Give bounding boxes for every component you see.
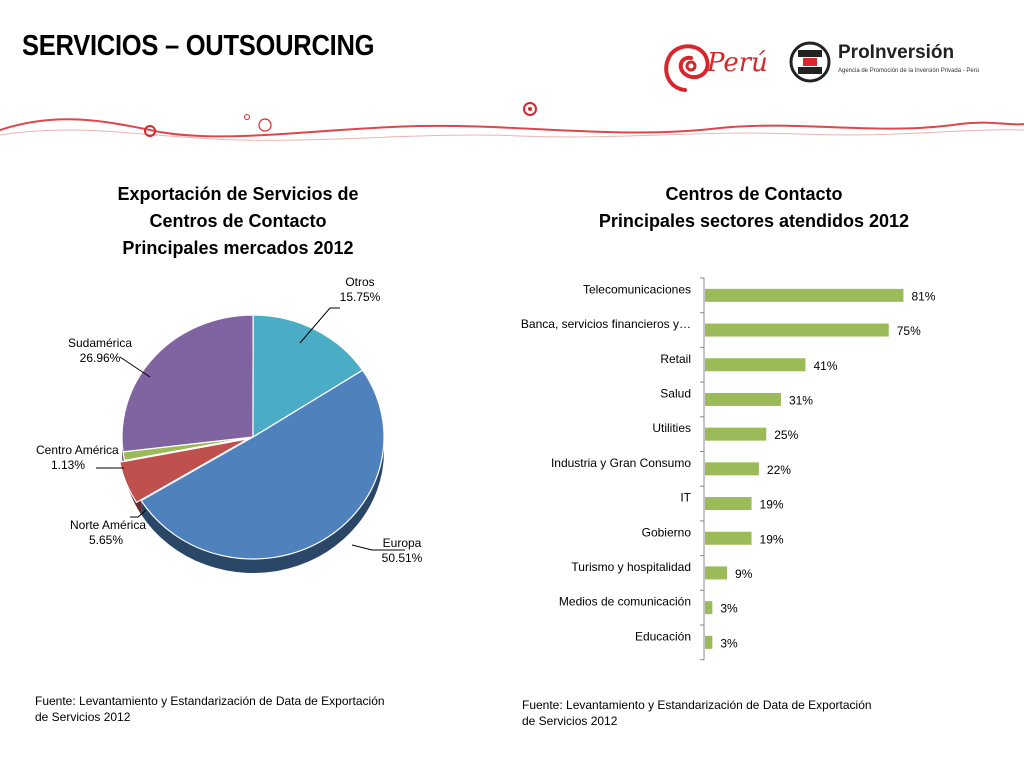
- pie-label-name: Norte América: [70, 518, 147, 532]
- bar-chart-title-line: Principales sectores atendidos 2012: [598, 211, 910, 231]
- bar-category-label: Banca, servicios financieros y…: [521, 317, 691, 331]
- bar-1: [705, 323, 889, 337]
- pie-label-name: Otros: [345, 275, 375, 289]
- pie-chart-source: Fuente: Levantamiento y Estandarización …: [35, 693, 435, 725]
- bar-9: [705, 601, 713, 615]
- bar-category-label: Salud: [660, 386, 691, 400]
- pie-slice-norte-am-rica: [119, 438, 249, 504]
- decorative-dot-icon: [528, 107, 532, 111]
- bar-category-label: IT: [680, 491, 691, 505]
- bar-2: [705, 358, 806, 372]
- bar-value-label: 75%: [897, 324, 921, 338]
- proinversion-logo: ProInversión Agencia de Promoción de la …: [788, 40, 998, 86]
- proinversion-logo-text: ProInversión: [838, 42, 955, 63]
- pie-label-value: 50.51%: [381, 551, 423, 565]
- peru-logo: Perú: [655, 38, 768, 98]
- pie-chart-title-line: Exportación de Servicios de: [117, 184, 359, 204]
- pie-leader-line: [130, 509, 147, 518]
- bar-chart-title-line: Centros de Contacto: [665, 184, 843, 204]
- bar-10: [705, 635, 713, 649]
- pie-leader-line: [119, 356, 151, 378]
- bar-value-label: 19%: [760, 498, 784, 512]
- pie-label-sudamerica: Sudamérica 26.96%: [60, 336, 140, 366]
- decorative-circle-icon: [523, 102, 537, 116]
- bar-value-label: 3%: [720, 602, 738, 616]
- pie-chart-title: Exportación de Servicios de Centros de C…: [88, 181, 388, 262]
- page-title: SERVICIOS – OUTSOURCING: [22, 30, 375, 62]
- bar-category-label: Telecomunicaciones: [583, 282, 691, 296]
- pie-label-value: 26.96%: [79, 351, 121, 365]
- bar-7: [705, 531, 752, 545]
- pie-slice-europa: [140, 369, 385, 560]
- pie-label-value: 1.13%: [50, 458, 86, 472]
- bar-5: [705, 462, 759, 476]
- proinversion-logo-subtitle: Agencia de Promoción de la Inversión Pri…: [838, 68, 980, 74]
- proinversion-emblem-icon: [789, 41, 831, 83]
- decorative-circle-icon: [144, 125, 156, 137]
- bar-value-label: 25%: [774, 428, 798, 442]
- bar-category-label: Gobierno: [642, 525, 692, 539]
- pie-slice-otros: [252, 314, 364, 439]
- peru-logo-text: Perú: [707, 48, 768, 78]
- bar-value-label: 41%: [813, 359, 837, 373]
- peru-spiral-icon: [664, 44, 710, 92]
- bar-chart-title: Centros de Contacto Principales sectores…: [574, 181, 934, 235]
- pie-label-name: Sudamérica: [67, 336, 133, 350]
- pie-chart-title-line: Centros de Contacto: [149, 211, 327, 231]
- bar-category-label: Turismo y hospitalidad: [571, 560, 691, 574]
- pie-chart: [96, 307, 405, 573]
- bar-value-label: 19%: [760, 532, 784, 546]
- bar-3: [705, 392, 781, 406]
- pie-leader-line: [351, 544, 405, 551]
- pie-label-value: 15.75%: [339, 290, 381, 304]
- pie-label-name: Europa: [382, 536, 422, 550]
- pie-label-europa: Europa 50.51%: [370, 536, 434, 566]
- bar-6: [705, 497, 752, 511]
- source-line: de Servicios 2012: [35, 710, 131, 724]
- source-line: Fuente: Levantamiento y Estandarización …: [35, 694, 385, 708]
- bar-category-label: Educación: [635, 629, 691, 643]
- bar-value-label: 22%: [767, 463, 791, 477]
- decorative-circle-icon: [258, 118, 272, 132]
- pie-label-name: Centro América: [36, 443, 119, 457]
- decorative-wave-line: [0, 102, 1024, 141]
- pie-label-otros: Otros 15.75%: [330, 275, 390, 305]
- bar-4: [705, 427, 767, 441]
- bar-chart: Telecomunicaciones 81% Banca, servicios fi…: [521, 277, 936, 661]
- source-line: Fuente: Levantamiento y Estandarización …: [522, 698, 872, 712]
- pie-label-value: 5.65%: [88, 533, 124, 547]
- bar-chart-source: Fuente: Levantamiento y Estandarización …: [522, 697, 922, 729]
- pie-label-norte-america: Norte América 5.65%: [70, 518, 147, 548]
- bar-category-label: Utilities: [652, 421, 691, 435]
- bar-category-label: Medios de comunicación: [559, 595, 691, 609]
- bar-category-label: Industria y Gran Consumo: [551, 456, 691, 470]
- bar-value-label: 81%: [911, 289, 935, 303]
- bar-category-label: Retail: [660, 352, 691, 366]
- bar-value-label: 3%: [720, 636, 738, 650]
- bar-0: [705, 288, 904, 302]
- bar-value-label: 9%: [735, 567, 753, 581]
- source-line: de Servicios 2012: [522, 714, 618, 728]
- decorative-circle-icon: [244, 114, 250, 120]
- pie-chart-title-line: Principales mercados 2012: [122, 238, 354, 258]
- pie-slice-sudam-rica: [121, 314, 254, 453]
- bar-value-label: 31%: [789, 393, 813, 407]
- pie-leader-line: [299, 307, 340, 344]
- pie-label-centro-america: Centro América 1.13%: [36, 443, 119, 473]
- bar-8: [705, 566, 728, 580]
